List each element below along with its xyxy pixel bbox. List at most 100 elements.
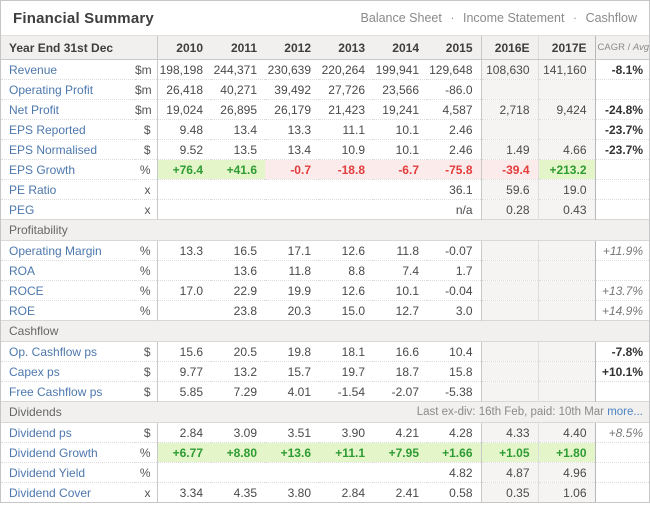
cell: 198,198 bbox=[156, 59, 211, 80]
more-link[interactable]: more... bbox=[607, 406, 643, 418]
row-dividend-growth: Dividend Growth% +6.77 +8.80 +13.6 +11.1 +7.9… bbox=[1, 442, 649, 463]
row-label-eps-growth[interactable]: EPS Growth bbox=[9, 162, 76, 177]
cell bbox=[265, 462, 319, 483]
row-label-cell: Dividend Yield bbox=[1, 462, 135, 483]
row-label-net-profit[interactable]: Net Profit bbox=[9, 102, 60, 117]
row-peg: PEG x n/a 0.28 0.43 bbox=[1, 199, 649, 220]
cell bbox=[319, 199, 373, 220]
row-eps-normalised: EPS Normalised $9.52 13.5 13.4 10.9 10.1 2.46 1… bbox=[1, 139, 649, 160]
cell: 8.8 bbox=[319, 260, 373, 281]
row-label-roce[interactable]: ROCE bbox=[9, 283, 44, 298]
cell: 3.09 bbox=[233, 425, 257, 440]
cell: 13.3 bbox=[156, 240, 211, 261]
unit-cell: $m bbox=[135, 62, 152, 77]
row-label-roa[interactable]: ROA bbox=[9, 263, 36, 278]
nav-income-statement[interactable]: Income Statement bbox=[462, 11, 565, 25]
cell: -18.8 bbox=[319, 159, 373, 180]
cell: 22.9 bbox=[211, 280, 265, 301]
cell bbox=[480, 341, 538, 362]
cell: +8.80 bbox=[211, 442, 265, 463]
cell: 15.7 bbox=[265, 361, 319, 382]
row-label-cell: ROA bbox=[1, 260, 135, 281]
row-op-cashflow-ps: Op. Cashflow ps $15.6 20.5 19.8 18.1 16.6 10.4… bbox=[1, 341, 649, 362]
nav-separator: · bbox=[450, 11, 455, 25]
section-cell: Profitability bbox=[1, 219, 649, 241]
nav-cashflow[interactable]: Cashflow bbox=[585, 11, 637, 25]
cell: 5.85 bbox=[156, 381, 211, 402]
cell: 4.40 bbox=[537, 422, 595, 443]
row-label-operating-margin[interactable]: Operating Margin bbox=[9, 243, 102, 258]
unit-cell: $ bbox=[135, 361, 157, 382]
cell bbox=[265, 199, 319, 220]
year-column-header: 2011 bbox=[211, 36, 265, 60]
unit-cell: x bbox=[135, 179, 157, 200]
cell: -0.7 bbox=[265, 159, 319, 180]
cell: 15.6 bbox=[156, 341, 211, 362]
cell: 11.1 bbox=[319, 119, 373, 140]
cell: 11.8 bbox=[265, 260, 319, 281]
cell bbox=[537, 280, 595, 301]
row-label-op-cashflow-ps[interactable]: Op. Cashflow ps bbox=[9, 344, 98, 359]
row-label-peg[interactable]: PEG bbox=[9, 202, 35, 217]
row-label-cell: Net Profit bbox=[1, 99, 135, 120]
row-roa: ROA% 13.6 11.8 8.8 7.4 1.7 bbox=[1, 260, 649, 281]
unit-cell: $m bbox=[135, 79, 157, 100]
row-label-roe[interactable]: ROE bbox=[9, 303, 36, 318]
row-label-operating-profit[interactable]: Operating Profit bbox=[9, 82, 94, 97]
title-bar: Financial Summary Balance Sheet · Income… bbox=[1, 1, 649, 36]
unit-cell: $ bbox=[135, 139, 157, 160]
cell: +1.66 bbox=[427, 442, 481, 463]
row-dividend-cover: Dividend Cover x 3.34 4.35 3.80 2.84 2.41 0.58 0… bbox=[1, 482, 649, 502]
cagr-cell: +13.7% bbox=[594, 280, 649, 301]
row-label-dividend-cover[interactable]: Dividend Cover bbox=[9, 485, 92, 500]
cell bbox=[156, 179, 211, 200]
cell bbox=[156, 462, 211, 483]
row-operating-profit: Operating Profit $m 26,418 40,271 39,492 27,7… bbox=[1, 79, 649, 100]
cell bbox=[319, 179, 373, 200]
cell bbox=[537, 341, 595, 362]
row-label-free-cashflow-ps[interactable]: Free Cashflow ps bbox=[9, 384, 103, 399]
row-label-eps-reported[interactable]: EPS Reported bbox=[9, 122, 86, 137]
cell: +1.80 bbox=[537, 442, 595, 463]
unit-cell: $ bbox=[135, 381, 157, 402]
row-label-revenue[interactable]: Revenue bbox=[9, 62, 58, 77]
nav-balance-sheet[interactable]: Balance Sheet bbox=[360, 11, 442, 25]
cell: 26,179 bbox=[265, 99, 319, 120]
row-label-dividend-growth[interactable]: Dividend Growth bbox=[9, 445, 98, 460]
row-label-pe-ratio[interactable]: PE Ratio bbox=[9, 182, 57, 197]
section-title: Cashflow bbox=[9, 324, 59, 338]
row-dividend-ps: Dividend ps $2.84 3.09 3.51 3.90 4.21 4.28 4.33… bbox=[1, 422, 649, 443]
cell: 10.4 bbox=[449, 344, 473, 359]
report-nav: Balance Sheet · Income Statement · Cashf… bbox=[361, 11, 637, 25]
cell: 23,566 bbox=[373, 79, 427, 100]
section-header: Cashflow bbox=[1, 324, 649, 338]
cell: 10.1 bbox=[373, 139, 427, 160]
row-label-dividend-ps[interactable]: Dividend ps bbox=[9, 425, 72, 440]
cell: 15.0 bbox=[319, 300, 373, 321]
row-label-cell: Operating Profit bbox=[1, 79, 135, 100]
cell bbox=[211, 462, 265, 483]
row-label-cell: Capex ps bbox=[1, 361, 135, 382]
year-column-header: 2015 bbox=[427, 36, 481, 60]
cell: +213.2 bbox=[537, 159, 595, 180]
cell bbox=[211, 179, 265, 200]
cell bbox=[537, 240, 595, 261]
cell bbox=[373, 179, 427, 200]
cell: 10.1 bbox=[373, 280, 427, 301]
year-end-header: Year End 31st Dec bbox=[1, 36, 157, 60]
cell: 199,941 bbox=[375, 62, 419, 77]
row-label-eps-normalised[interactable]: EPS Normalised bbox=[9, 142, 98, 157]
cell: -39.4 bbox=[480, 159, 538, 180]
row-label-capex-ps[interactable]: Capex ps bbox=[9, 364, 60, 379]
page-title: Financial Summary bbox=[13, 9, 154, 27]
cell: 2.46 bbox=[427, 139, 481, 160]
cell: 18.7 bbox=[373, 361, 427, 382]
row-label-dividend-yield[interactable]: Dividend Yield bbox=[9, 465, 86, 480]
cell: 27,726 bbox=[319, 79, 373, 100]
section-cell: Cashflow bbox=[1, 320, 649, 342]
cell: 108,630 bbox=[480, 59, 538, 80]
cell: 19.8 bbox=[287, 344, 311, 359]
year-column-header: 2013 bbox=[319, 36, 373, 60]
cell bbox=[319, 462, 373, 483]
row-label-cell: Free Cashflow ps bbox=[1, 381, 135, 402]
